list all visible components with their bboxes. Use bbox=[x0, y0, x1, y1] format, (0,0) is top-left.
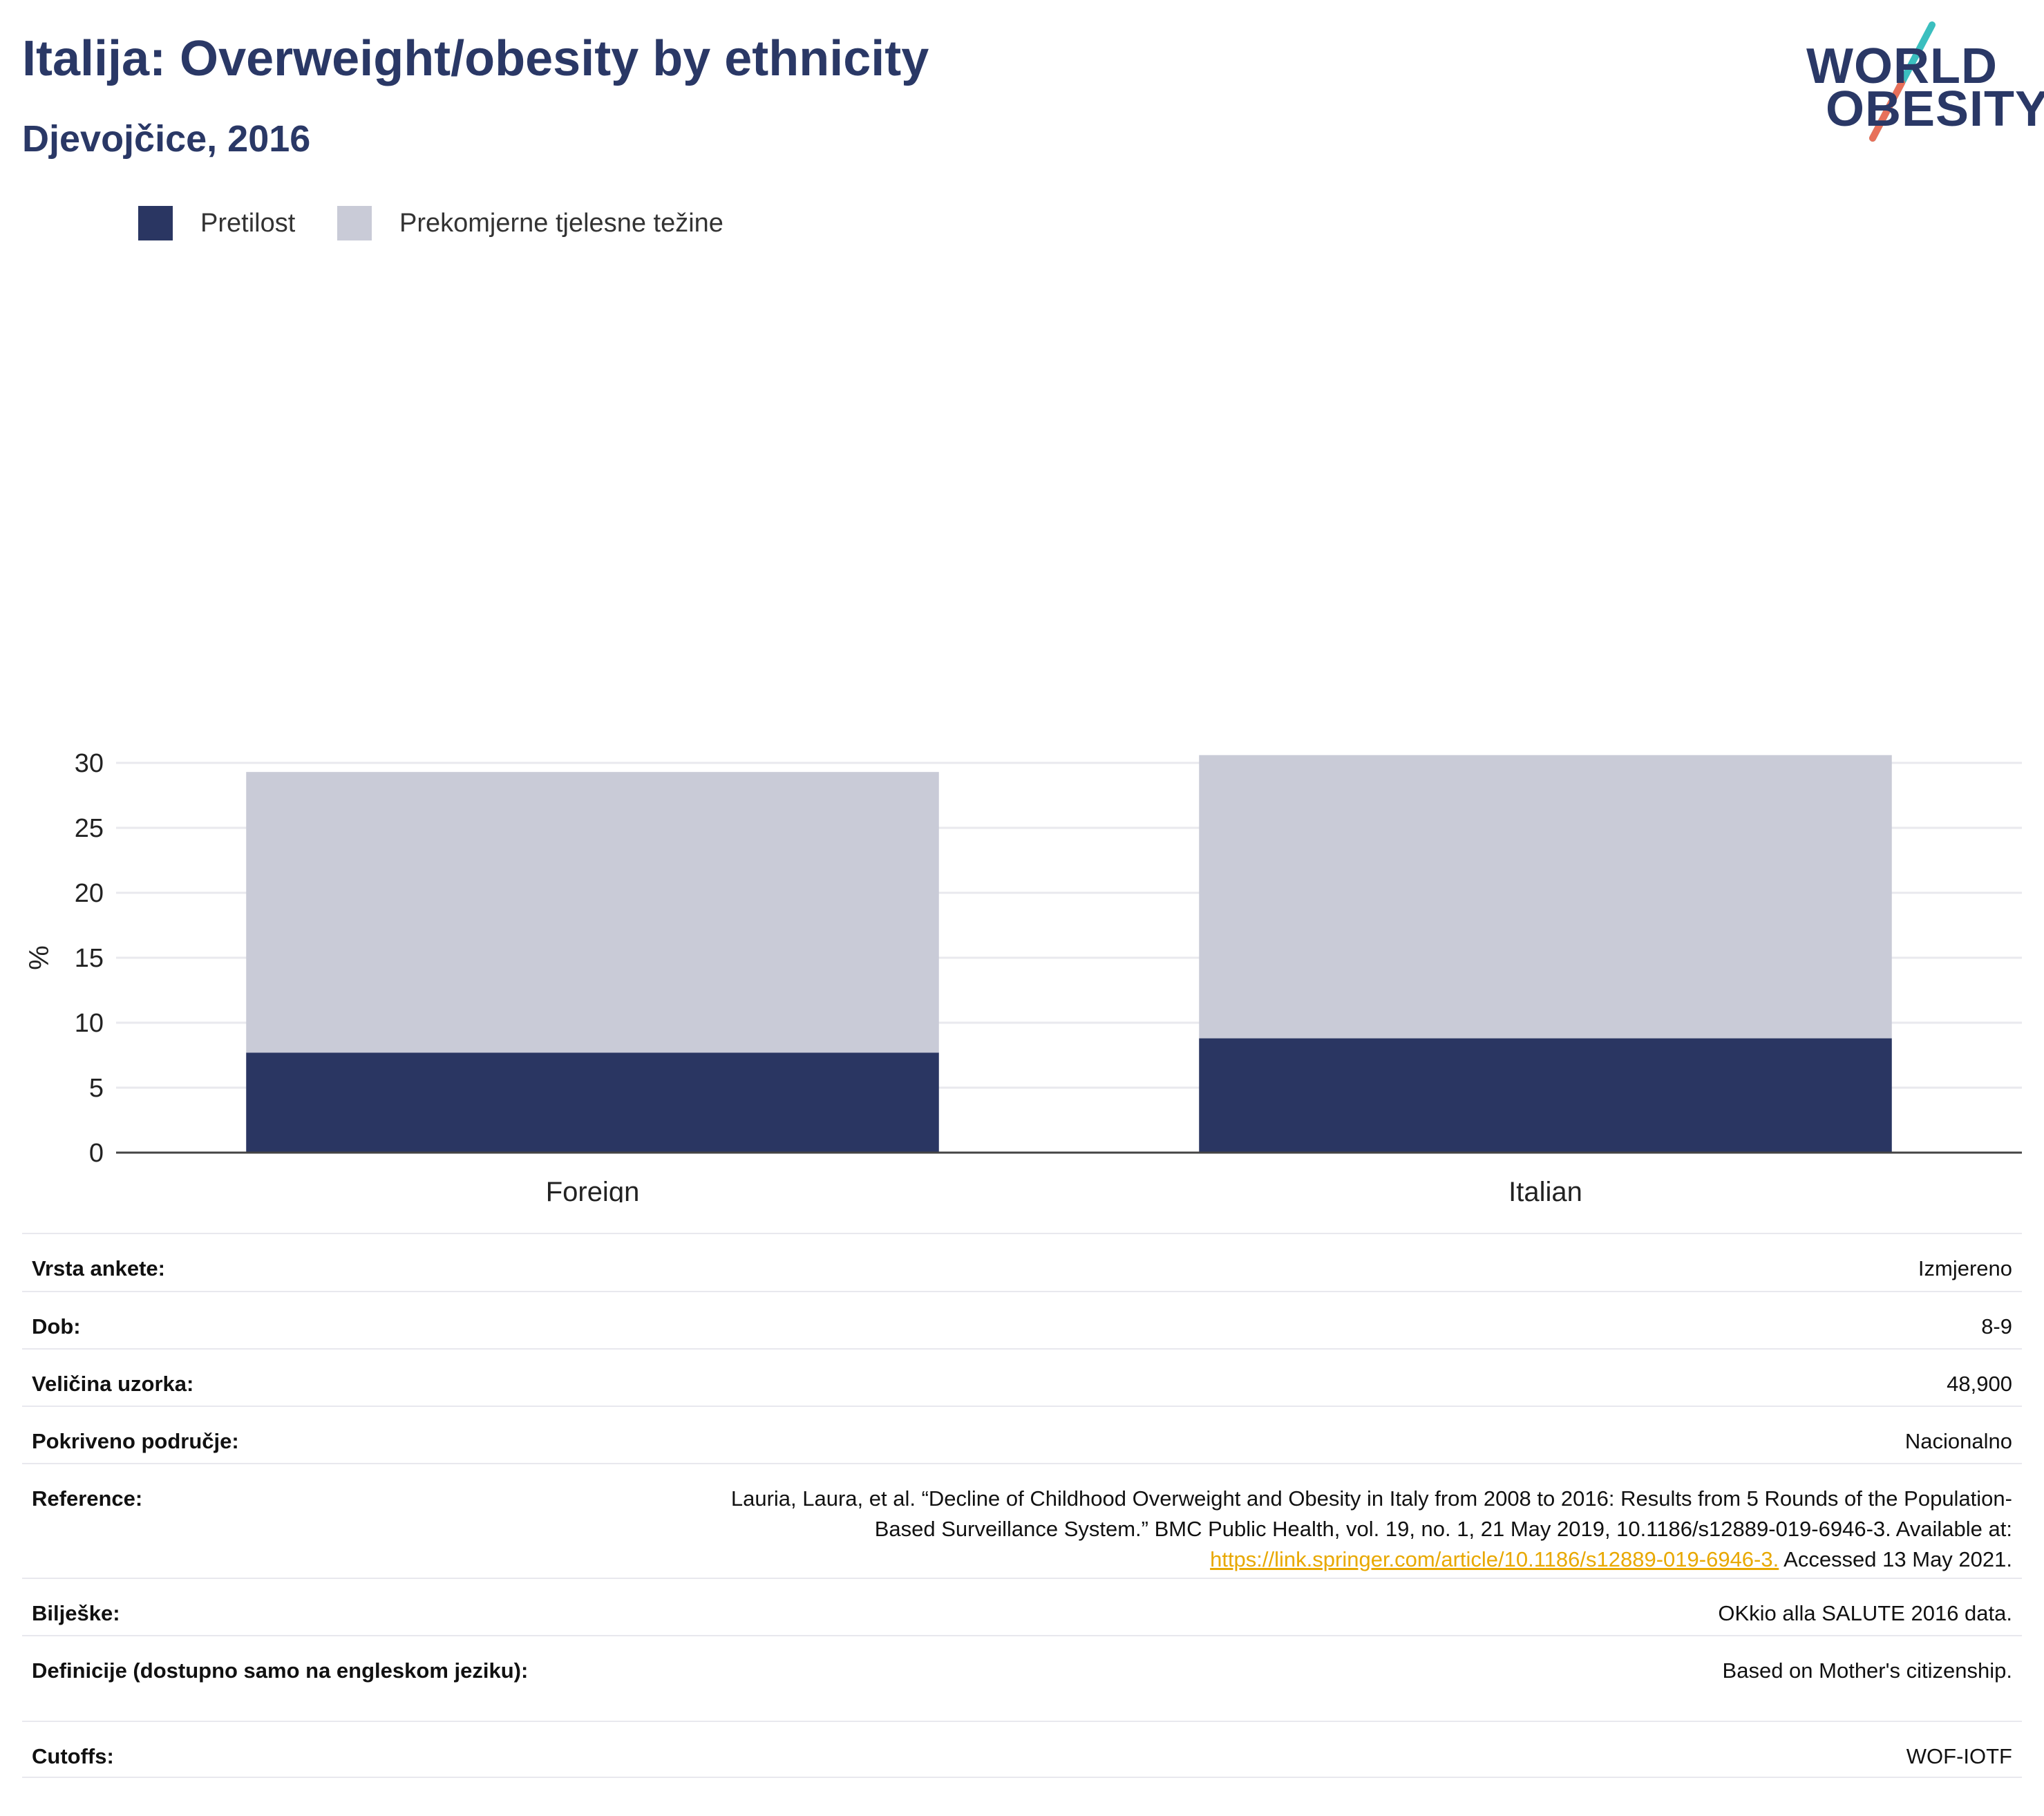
meta-row-age: Dob: 8-9 bbox=[22, 1291, 2022, 1348]
bar-foreign-series-0 bbox=[246, 1052, 939, 1153]
meta-key: Reference: bbox=[32, 1486, 143, 1511]
legend-label-prekomjerne: Prekomjerne tjelesne težine bbox=[399, 209, 723, 238]
x-tick-label: Italian bbox=[1508, 1177, 1582, 1202]
y-tick-label: 25 bbox=[75, 814, 104, 843]
y-tick-label: 30 bbox=[75, 749, 104, 778]
y-tick-label: 20 bbox=[75, 879, 104, 908]
logo-slash-icon bbox=[1869, 21, 1936, 142]
meta-key: Cutoffs: bbox=[32, 1744, 114, 1768]
meta-value: Based on Mother's citizenship. bbox=[1722, 1658, 2012, 1683]
meta-row-area-covered: Pokriveno područje: Nacionalno bbox=[22, 1406, 2022, 1463]
logo-text-obesity: OBESITY bbox=[1826, 82, 2044, 137]
meta-key: Bilješke: bbox=[32, 1601, 120, 1625]
meta-value: Nacionalno bbox=[1904, 1429, 2012, 1453]
meta-key: Dob: bbox=[32, 1314, 81, 1339]
meta-value-reference: Lauria, Laura, et al. “Decline of Childh… bbox=[561, 1484, 2012, 1575]
bar-italian-series-0 bbox=[1199, 1038, 1892, 1153]
reference-link[interactable]: https://link.springer.com/article/10.118… bbox=[1210, 1547, 1779, 1571]
chart-title: Italija: Overweight/obesity by ethnicity bbox=[22, 31, 929, 86]
meta-row-notes: Bilješke: OKkio alla SALUTE 2016 data. bbox=[22, 1578, 2022, 1635]
legend-swatch-prekomjerne bbox=[337, 206, 372, 240]
y-tick-label: 5 bbox=[89, 1074, 104, 1103]
meta-row-survey-type: Vrsta ankete: Izmjereno bbox=[22, 1233, 2022, 1291]
meta-value: WOF-IOTF bbox=[1906, 1744, 2012, 1768]
reference-text-line3: https://link.springer.com/article/10.118… bbox=[561, 1544, 2012, 1575]
meta-row-sample-size: Veličina uzorka: 48,900 bbox=[22, 1348, 2022, 1406]
reference-text-line2: Based Surveillance System.” BMC Public H… bbox=[874, 1517, 2012, 1541]
meta-value: 48,900 bbox=[1947, 1372, 2012, 1396]
meta-value: 8-9 bbox=[1981, 1314, 2012, 1339]
y-axis-label: % bbox=[24, 945, 55, 970]
meta-row-reference: Reference: Lauria, Laura, et al. “Declin… bbox=[22, 1463, 2022, 1578]
logo-slash-bottom bbox=[1869, 79, 1905, 142]
meta-row-definitions: Definicije (dostupno samo na engleskom j… bbox=[22, 1635, 2022, 1721]
meta-value: Izmjereno bbox=[1918, 1256, 2012, 1280]
stacked-bar-chart: 0 5 10 15 20 25 30% Foreign Italian bbox=[24, 749, 2022, 1202]
reference-text-line1: Lauria, Laura, et al. “Decline of Childh… bbox=[730, 1486, 2012, 1511]
chart-subtitle: Djevojčice, 2016 bbox=[22, 118, 311, 160]
meta-key: Veličina uzorka: bbox=[32, 1372, 194, 1396]
legend-label-pretilost: Pretilost bbox=[200, 209, 296, 238]
meta-row-cutoffs: Cutoffs: WOF-IOTF bbox=[22, 1721, 2022, 1778]
bar-italian-series-1 bbox=[1199, 755, 1892, 1039]
metadata-table: Vrsta ankete: Izmjereno Dob: 8-9 Veličin… bbox=[22, 1233, 2022, 1778]
world-obesity-logo: WORLD OBESITY bbox=[1797, 21, 2044, 145]
logo-text-world: WORLD bbox=[1806, 39, 1998, 94]
x-tick-label: Foreign bbox=[546, 1177, 640, 1202]
reference-accessed: Accessed 13 May 2021. bbox=[1779, 1547, 2012, 1571]
y-tick-label: 0 bbox=[89, 1139, 104, 1168]
y-tick-label: 10 bbox=[75, 1009, 104, 1038]
meta-value: OKkio alla SALUTE 2016 data. bbox=[1718, 1601, 2012, 1625]
y-tick-label: 15 bbox=[75, 944, 104, 973]
legend-swatch-pretilost bbox=[138, 206, 173, 240]
bar-foreign-series-1 bbox=[246, 772, 939, 1053]
meta-key: Pokriveno područje: bbox=[32, 1429, 239, 1453]
meta-key: Definicije (dostupno samo na engleskom j… bbox=[32, 1658, 529, 1683]
meta-key: Vrsta ankete: bbox=[32, 1256, 165, 1280]
